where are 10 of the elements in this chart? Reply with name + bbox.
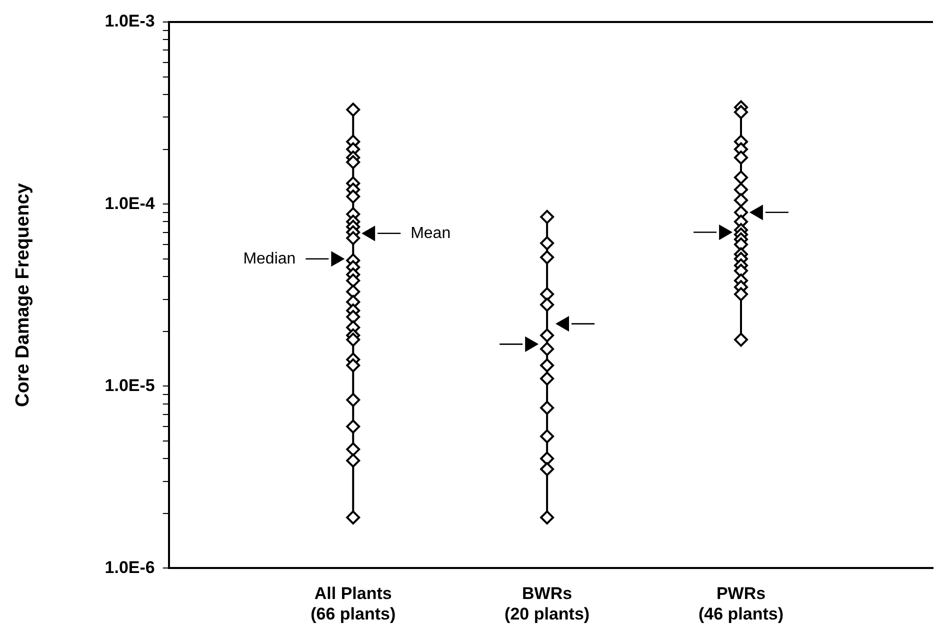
y-tick-label: 1.0E-4	[104, 194, 156, 213]
x-tick-label: PWRs (46 plants)	[698, 584, 784, 624]
x-tick-label: BWRs (20 plants)	[504, 584, 590, 624]
annotation: Median	[243, 250, 296, 268]
x-tick-label: All Plants (66 plants)	[310, 584, 396, 624]
y-tick-label: 1.0E-3	[104, 12, 155, 31]
annotation: Mean	[410, 224, 451, 242]
y-axis-title: Core Damage Frequency	[12, 182, 34, 408]
y-tick-label: 1.0E-5	[104, 376, 155, 395]
y-tick-label: 1.0E-6	[104, 558, 155, 577]
